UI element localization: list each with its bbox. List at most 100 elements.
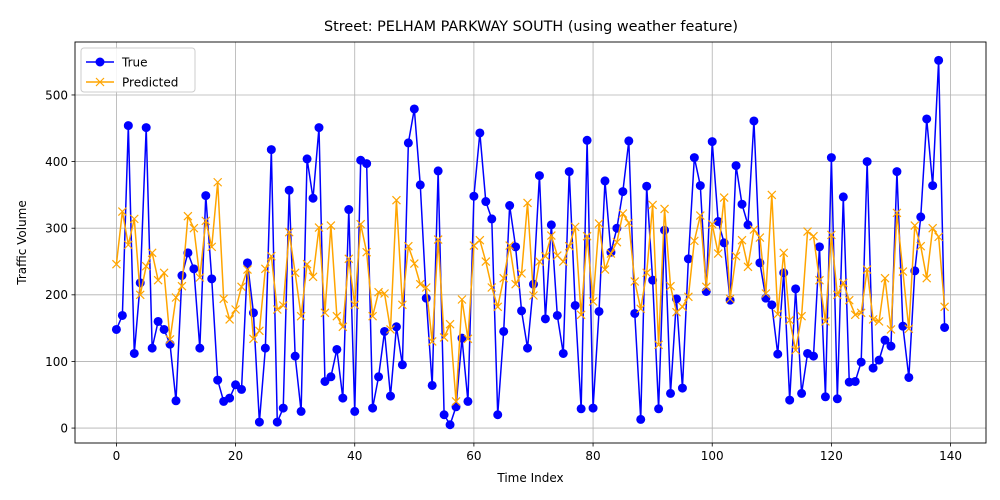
- point-true: [922, 114, 932, 124]
- point-predicted: [803, 227, 812, 236]
- point-predicted: [219, 294, 229, 304]
- point-predicted: [928, 223, 938, 233]
- point-true: [481, 197, 491, 207]
- point-true: [302, 154, 312, 164]
- point-predicted: [332, 311, 342, 321]
- point-predicted: [809, 231, 818, 241]
- point-predicted: [397, 300, 407, 310]
- point-predicted: [791, 345, 801, 355]
- point-true: [928, 181, 938, 191]
- point-predicted: [272, 305, 282, 314]
- series-true: [111, 55, 950, 430]
- point-true: [743, 220, 753, 230]
- x-tick-label: 0: [113, 449, 121, 463]
- point-predicted: [111, 259, 121, 269]
- point-predicted: [749, 225, 759, 234]
- point-predicted: [177, 281, 187, 291]
- point-predicted: [648, 200, 658, 210]
- y-tick-label: 400: [45, 155, 68, 169]
- point-predicted: [499, 273, 509, 283]
- point-true: [773, 349, 783, 359]
- point-true: [111, 324, 121, 334]
- point-predicted: [529, 291, 538, 300]
- point-true: [475, 128, 485, 138]
- point-predicted: [922, 273, 932, 283]
- point-true: [403, 138, 413, 148]
- point-true: [296, 406, 306, 416]
- point-predicted: [290, 268, 300, 278]
- point-true: [660, 225, 670, 235]
- point-predicted: [880, 273, 890, 283]
- point-predicted: [594, 219, 604, 228]
- point-predicted: [886, 325, 896, 334]
- point-predicted: [862, 265, 872, 274]
- point-predicted: [797, 311, 807, 321]
- y-tick-label: 500: [45, 88, 68, 102]
- point-predicted: [153, 275, 163, 285]
- point-true: [487, 214, 497, 224]
- point-true: [439, 410, 449, 420]
- point-true: [195, 343, 205, 353]
- chart-title: Street: PELHAM PARKWAY SOUTH (using weat…: [324, 19, 738, 35]
- point-predicted: [380, 289, 389, 298]
- x-axis-label: Time Index: [496, 471, 563, 485]
- point-true: [785, 395, 795, 405]
- point-predicted: [898, 267, 908, 276]
- point-predicted: [350, 300, 360, 310]
- point-true: [242, 258, 252, 268]
- point-predicted: [487, 283, 497, 292]
- point-true: [820, 392, 830, 402]
- point-predicted: [654, 340, 664, 350]
- point-predicted: [934, 232, 944, 242]
- point-predicted: [701, 282, 711, 292]
- point-true: [546, 220, 556, 230]
- point-predicted: [183, 211, 193, 221]
- point-true: [588, 403, 598, 413]
- point-predicted: [743, 262, 753, 272]
- point-true: [916, 212, 926, 222]
- point-predicted: [916, 241, 926, 251]
- point-predicted: [278, 301, 288, 310]
- y-tick-label: 200: [45, 288, 68, 302]
- point-true: [237, 384, 247, 394]
- point-true: [582, 135, 592, 145]
- point-predicted: [517, 269, 526, 278]
- y-tick-label: 300: [45, 222, 68, 236]
- point-true: [540, 314, 550, 324]
- point-true: [886, 341, 896, 351]
- x-axis-ticks: 0 20 40 60 80 100 120 140: [113, 443, 962, 463]
- legend-marker: [95, 77, 105, 87]
- point-predicted: [821, 317, 830, 326]
- point-true: [254, 417, 264, 427]
- point-predicted: [129, 214, 139, 224]
- point-predicted: [481, 257, 491, 266]
- point-true: [761, 293, 771, 303]
- point-true: [642, 181, 652, 191]
- point-predicted: [457, 295, 467, 304]
- point-true: [427, 380, 437, 390]
- series-layer: [111, 55, 950, 430]
- point-true: [320, 376, 330, 386]
- point-predicted: [707, 219, 717, 229]
- point-true: [362, 159, 372, 169]
- point-predicted: [612, 237, 622, 247]
- point-true: [797, 388, 807, 398]
- point-predicted: [433, 235, 443, 244]
- point-predicted: [296, 311, 306, 321]
- legend-label: Predicted: [122, 75, 178, 89]
- point-true: [338, 393, 348, 403]
- point-predicted: [832, 290, 842, 300]
- point-predicted: [141, 261, 151, 271]
- point-predicted: [850, 310, 860, 320]
- point-predicted: [266, 251, 276, 261]
- point-predicted: [368, 311, 378, 321]
- point-true: [433, 166, 443, 176]
- point-true: [165, 339, 175, 349]
- point-true: [213, 375, 223, 385]
- point-true: [332, 344, 342, 354]
- point-predicted: [785, 315, 795, 325]
- point-predicted: [713, 249, 723, 258]
- point-predicted: [409, 259, 419, 268]
- point-predicted: [642, 268, 652, 278]
